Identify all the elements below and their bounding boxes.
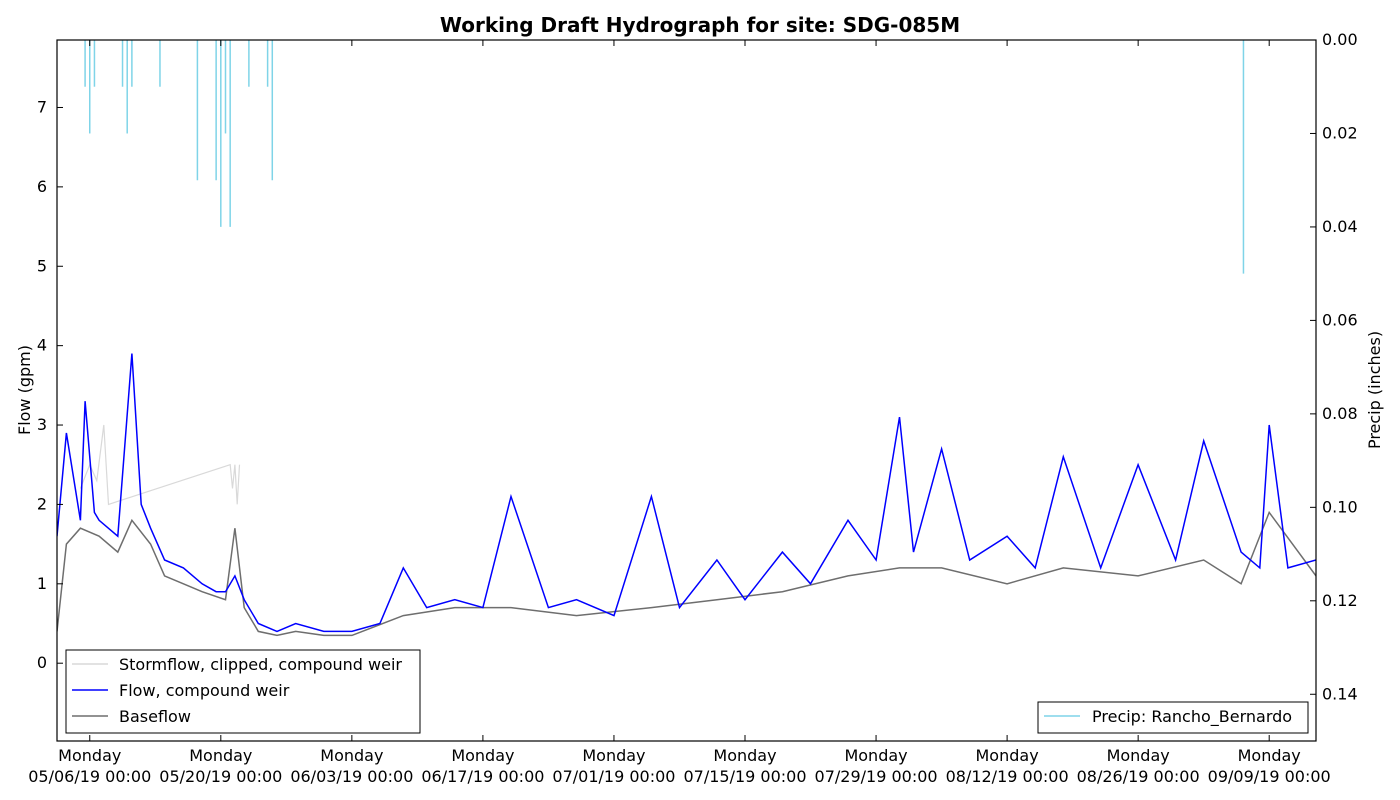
legend-entry-label: Precip: Rancho_Bernardo: [1092, 707, 1292, 727]
legend-left-box: [65, 649, 421, 734]
flow-series: [57, 353, 1316, 633]
x-tick-label-day: Monday: [713, 746, 776, 765]
stormflow-line: [79, 424, 241, 506]
y-right-tick-label: 0.14: [1322, 684, 1358, 703]
y-right-tick-label: 0.00: [1322, 30, 1358, 49]
y-right-tick-label: 0.06: [1322, 310, 1358, 329]
x-tick-label-date: 07/15/19 00:00: [683, 767, 806, 786]
right-y-axis-label: Precip (inches): [1365, 331, 1384, 449]
y-left-tick-label: 4: [37, 336, 47, 355]
precip-series: [84, 40, 1245, 274]
y-left-tick-label: 7: [37, 97, 47, 116]
legend-left: Stormflow, clipped, compound weir Flow, c…: [65, 649, 421, 734]
flow-line: [57, 353, 1316, 633]
x-tick-label-date: 08/26/19 00:00: [1077, 767, 1200, 786]
legend-entry-label: Stormflow, clipped, compound weir: [119, 655, 402, 674]
x-tick-label-day: Monday: [189, 746, 252, 765]
legend-entry-label: Baseflow: [119, 707, 191, 726]
x-tick-label-day: Monday: [582, 746, 645, 765]
chart-title: Working Draft Hydrograph for site: SDG-0…: [440, 13, 960, 37]
y-left-tick-label: 1: [37, 574, 47, 593]
legend-right: Precip: Rancho_Bernardo: [1037, 701, 1309, 734]
x-tick-label-day: Monday: [1238, 746, 1301, 765]
baseflow-series: [57, 510, 1316, 637]
right-y-axis-ticks: 0.00 0.02 0.04 0.06 0.08 0.10 0.12 0.14: [1310, 30, 1358, 703]
x-tick-label-date: 06/03/19 00:00: [290, 767, 413, 786]
x-tick-label-date: 06/17/19 00:00: [421, 767, 544, 786]
legend-entry-label: Flow, compound weir: [119, 681, 290, 700]
y-left-tick-label: 3: [37, 415, 47, 434]
x-axis-ticks: Monday 05/06/19 00:00 Monday 05/20/19 00:00…: [28, 40, 1331, 786]
x-tick-label-day: Monday: [451, 746, 514, 765]
x-tick-label-day: Monday: [58, 746, 121, 765]
y-right-tick-label: 0.02: [1322, 123, 1358, 142]
x-tick-label-date: 05/20/19 00:00: [159, 767, 282, 786]
plot-frame: [56, 39, 1317, 742]
x-tick-label-date: 07/01/19 00:00: [552, 767, 675, 786]
y-left-tick-label: 6: [37, 177, 47, 196]
x-tick-label-date: 09/09/19 00:00: [1208, 767, 1331, 786]
y-right-tick-label: 0.12: [1322, 591, 1358, 610]
x-tick-label-date: 08/12/19 00:00: [946, 767, 1069, 786]
y-left-tick-label: 2: [37, 494, 47, 513]
x-tick-label-date: 05/06/19 00:00: [28, 767, 151, 786]
y-left-tick-label: 0: [37, 653, 47, 672]
x-tick-label-day: Monday: [1107, 746, 1170, 765]
left-y-axis-ticks: 0 1 2 3 4 5 6 7: [37, 97, 63, 672]
stormflow-series: [79, 424, 241, 506]
baseflow-line: [57, 510, 1316, 637]
y-right-tick-label: 0.04: [1322, 217, 1358, 236]
x-tick-label-date: 07/29/19 00:00: [815, 767, 938, 786]
y-right-tick-label: 0.10: [1322, 497, 1358, 516]
x-tick-label-day: Monday: [320, 746, 383, 765]
y-left-tick-label: 5: [37, 256, 47, 275]
x-tick-label-day: Monday: [844, 746, 907, 765]
y-right-tick-label: 0.08: [1322, 404, 1358, 423]
x-tick-label-day: Monday: [976, 746, 1039, 765]
legend-right-box: [1037, 701, 1309, 734]
left-y-axis-label: Flow (gpm): [15, 345, 34, 435]
